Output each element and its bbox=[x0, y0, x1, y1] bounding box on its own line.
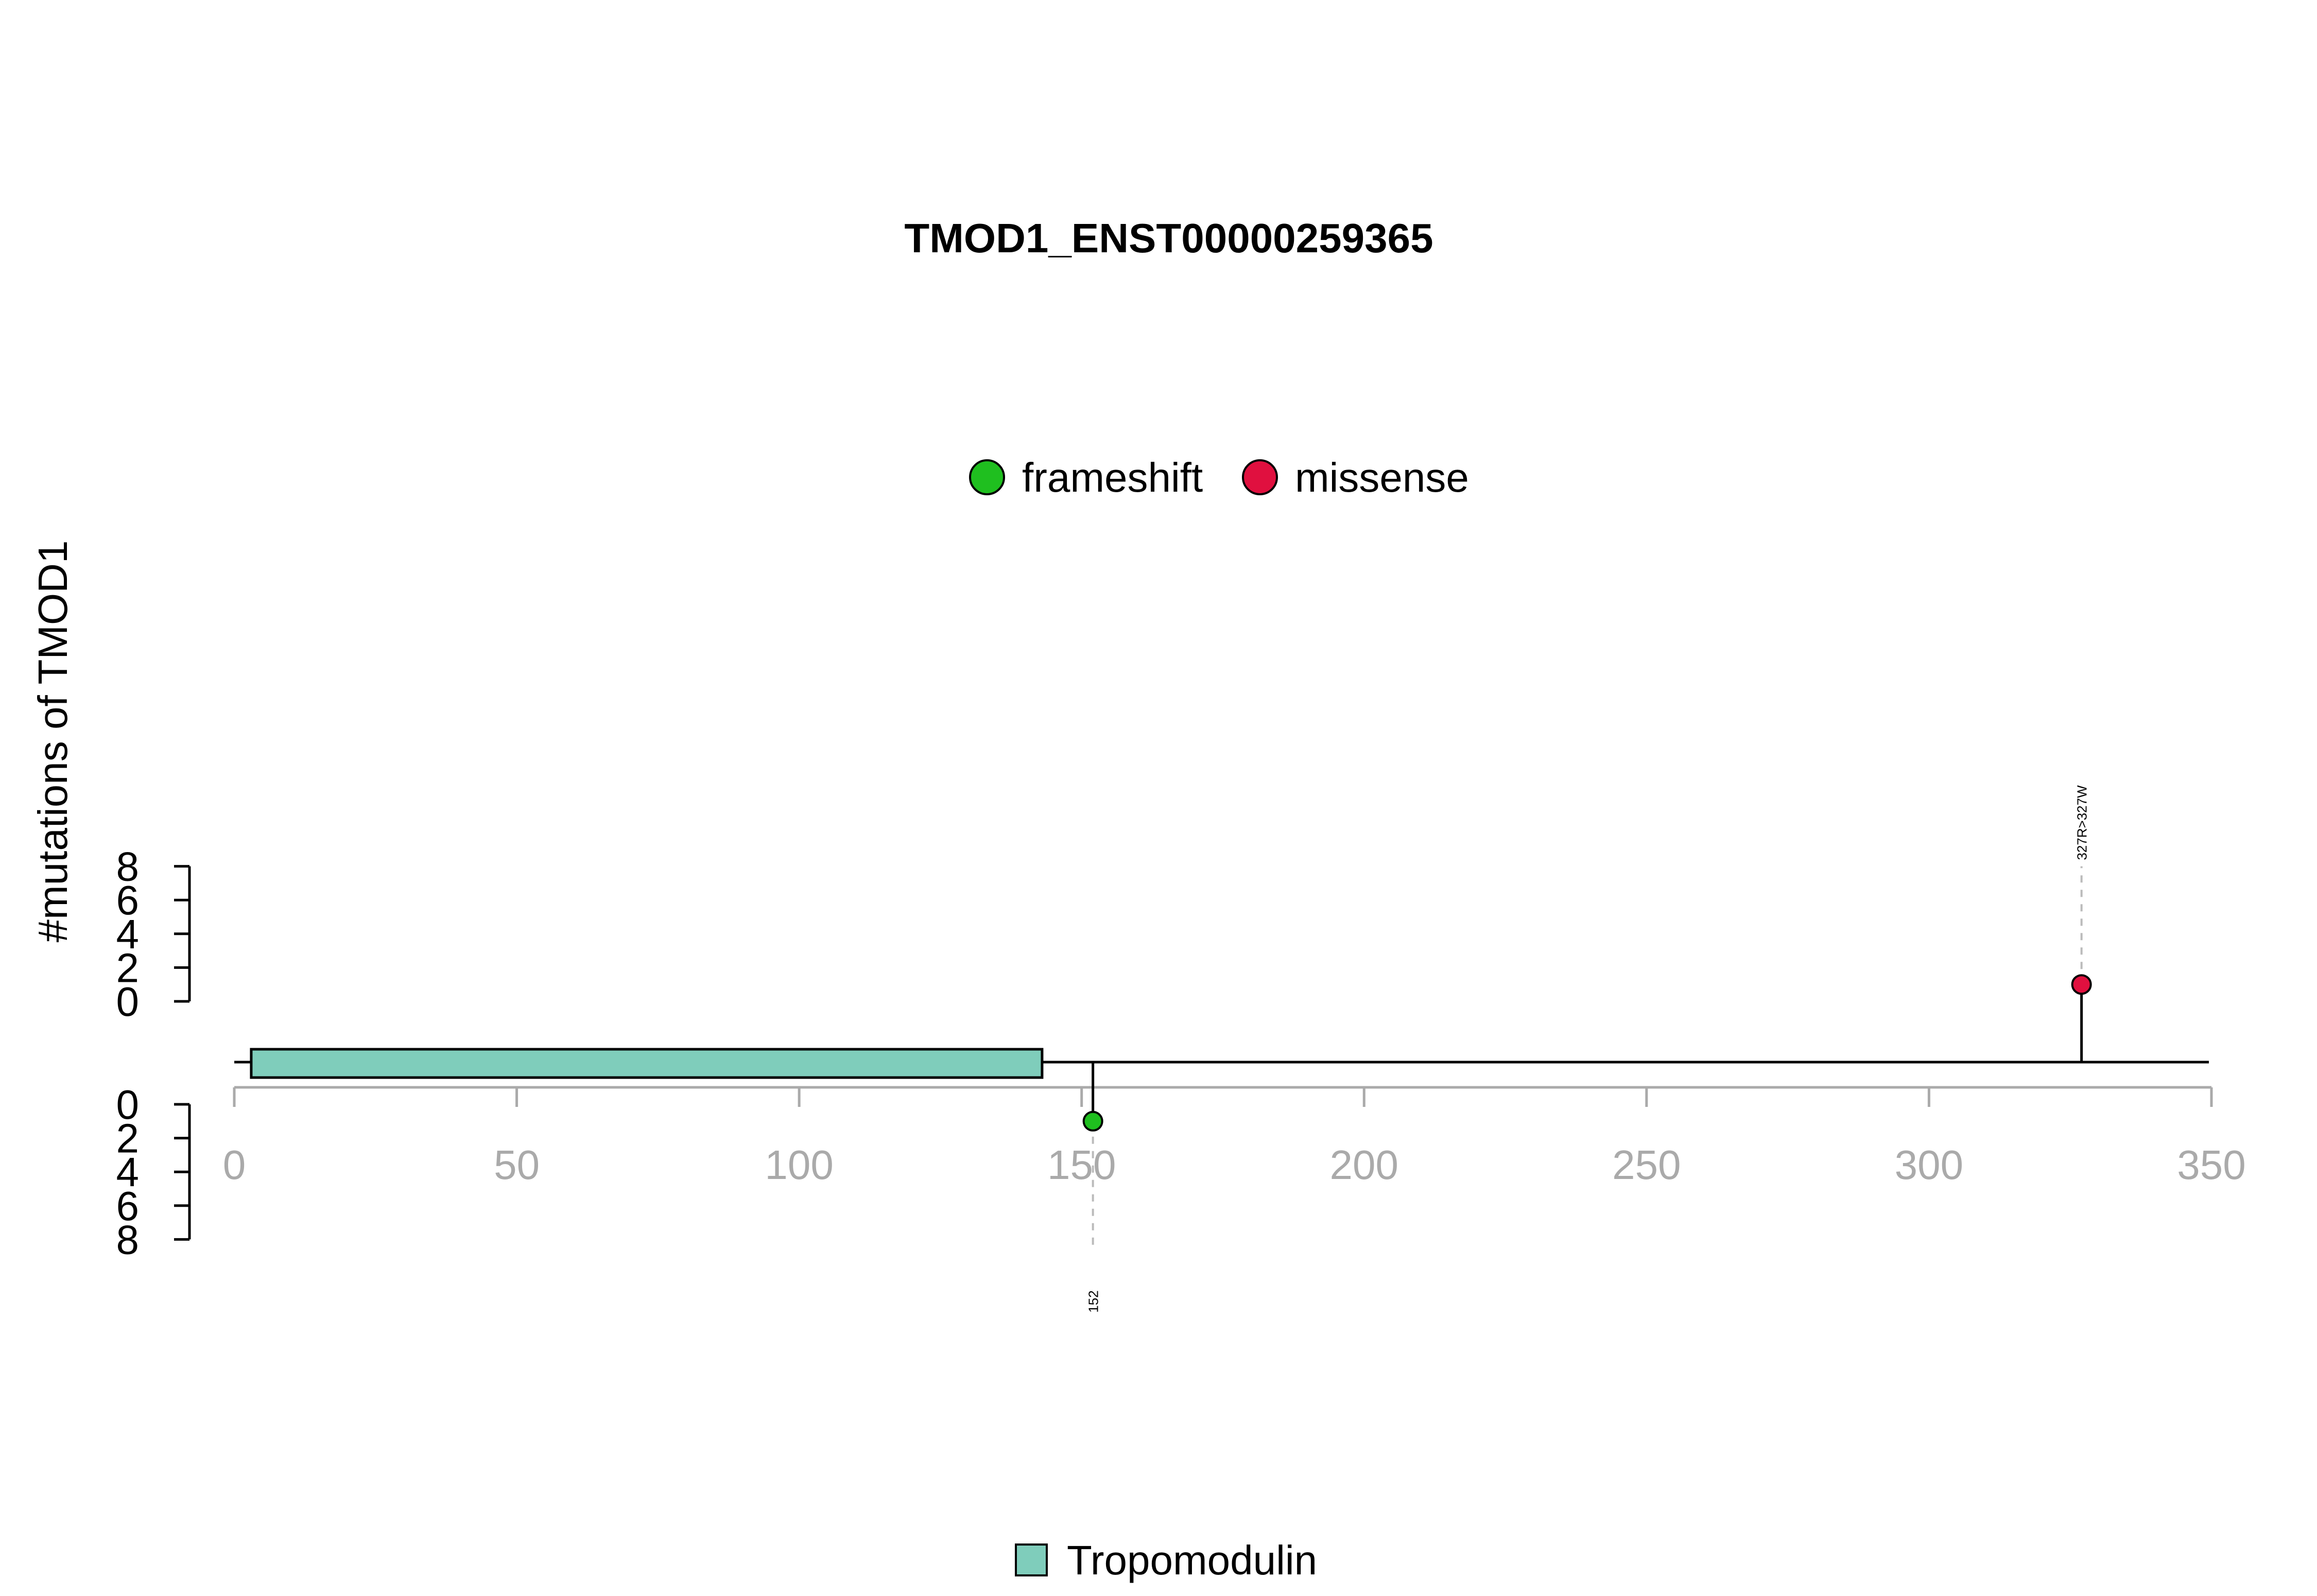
domain-legend: Tropomodulin bbox=[1015, 1537, 1317, 1583]
domain-tropomodulin bbox=[250, 1048, 1044, 1079]
mutation-label: 152 bbox=[1086, 1290, 1101, 1312]
legend-label-tropomodulin: Tropomodulin bbox=[1067, 1537, 1317, 1583]
x-tick-label: 300 bbox=[1895, 1142, 1963, 1188]
y-tick-label-bottom: 6 bbox=[116, 1183, 140, 1229]
lollipop-head-frameshift bbox=[1082, 1111, 1103, 1132]
y-tick-label-top: 8 bbox=[116, 844, 140, 890]
x-axis: 0 50 100 150 200 250 300 350 bbox=[223, 1086, 2246, 1188]
x-tick-label: 0 bbox=[223, 1142, 246, 1188]
y-tick-label-bottom: 8 bbox=[116, 1217, 140, 1262]
lollipop-head-missense bbox=[2071, 974, 2092, 995]
x-tick-label: 150 bbox=[1047, 1142, 1116, 1188]
legend-label-frameshift: frameshift bbox=[1022, 455, 1203, 500]
x-tick-label: 100 bbox=[765, 1142, 833, 1188]
y-tick-label-bottom: 0 bbox=[116, 1082, 140, 1127]
domains-layer bbox=[250, 1048, 1044, 1079]
y-tick-label-top: 0 bbox=[116, 979, 140, 1025]
x-tick-label: 250 bbox=[1612, 1142, 1681, 1188]
y-tick-label-top: 4 bbox=[116, 911, 140, 957]
mutation-label: 327R>327W bbox=[2074, 785, 2090, 860]
chart-title: TMOD1_ENST00000259365 bbox=[904, 215, 1433, 261]
y-axis-label: #mutations of TMOD1 bbox=[30, 540, 76, 942]
x-tick-label: 200 bbox=[1330, 1142, 1398, 1188]
y-tick-label-top: 2 bbox=[116, 945, 140, 991]
legend-marker-missense bbox=[1242, 459, 1278, 495]
legend-marker-frameshift bbox=[969, 459, 1005, 495]
y-tick-label-top: 6 bbox=[116, 877, 140, 923]
mutations-layer: 327R>327W 152 bbox=[1082, 785, 2092, 1313]
legend-label-missense: missense bbox=[1295, 455, 1469, 500]
x-tick-label: 50 bbox=[494, 1142, 540, 1188]
x-tick-label: 350 bbox=[2177, 1142, 2245, 1188]
legend-swatch-tropomodulin bbox=[1015, 1543, 1048, 1576]
mutation-legend: frameshift missense bbox=[969, 455, 1469, 500]
y-tick-label-bottom: 4 bbox=[116, 1149, 140, 1195]
y-tick-label-bottom: 2 bbox=[116, 1116, 140, 1161]
